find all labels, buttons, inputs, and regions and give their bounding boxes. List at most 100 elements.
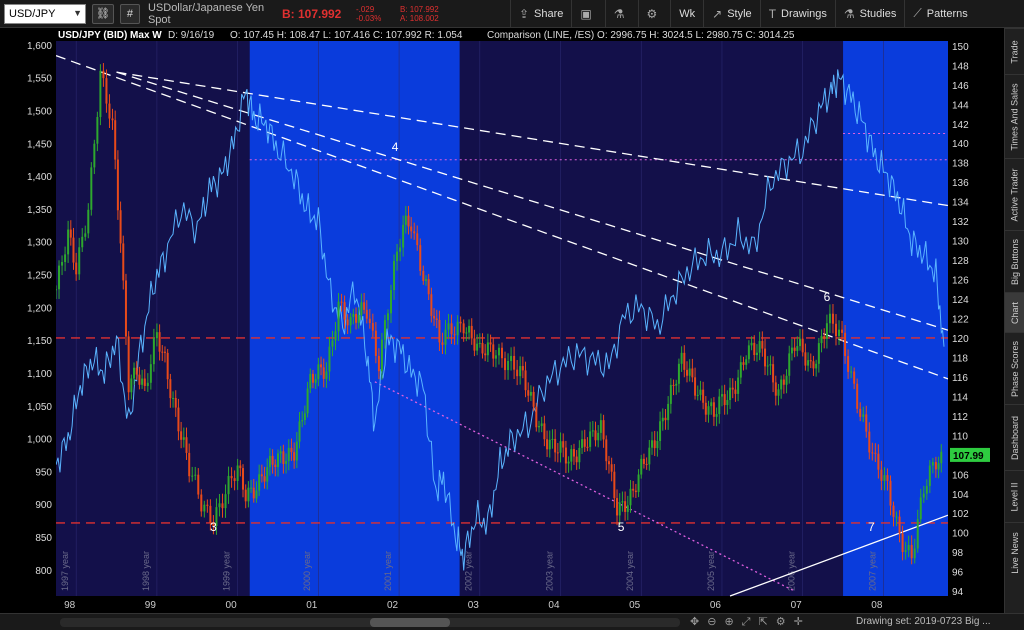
candle-body <box>683 352 686 370</box>
candle-body <box>114 120 117 160</box>
patterns-button[interactable]: ⟋ Patterns <box>904 0 975 28</box>
candle-body <box>224 494 227 509</box>
sidebar-tab-trade[interactable]: Trade <box>1005 28 1024 74</box>
left-tick-label: 950 <box>35 467 52 478</box>
zoom-out-icon[interactable]: ⊖ <box>707 616 725 628</box>
candle-body <box>543 423 546 440</box>
sidebar-tab-dashboard[interactable]: Dashboard <box>1005 404 1024 470</box>
studies-button[interactable]: ⚗ Studies <box>834 0 904 28</box>
candle-body <box>478 342 481 344</box>
candle-body <box>556 452 559 454</box>
style-button[interactable]: ↗ Style <box>703 0 760 28</box>
candle-body <box>386 313 389 321</box>
candle-body <box>755 352 758 356</box>
candle-body <box>340 301 343 303</box>
candle-body <box>111 118 114 121</box>
candle-body <box>750 342 753 346</box>
expand-icon[interactable]: ⇱ <box>758 616 776 628</box>
candle-body <box>188 452 191 477</box>
candle-body <box>122 243 125 281</box>
candle-body <box>886 475 889 481</box>
candle-body <box>907 544 910 551</box>
flask-button[interactable]: ⚗ <box>604 0 638 28</box>
candle-body <box>343 302 346 320</box>
change-block: -.029 -0.03% <box>356 5 400 23</box>
candle-body <box>780 379 783 390</box>
candle-body <box>559 441 562 453</box>
sidebar-tab-times-and-sales[interactable]: Times And Sales <box>1005 74 1024 158</box>
chevron-down-icon[interactable]: ▼ <box>73 7 82 18</box>
candle-body <box>883 475 886 481</box>
candle-body <box>396 251 399 262</box>
candle-body <box>651 440 654 448</box>
candle-body <box>459 321 462 324</box>
annotation-label: 3 <box>210 520 217 534</box>
sidebar-tab-level-ii[interactable]: Level II <box>1005 470 1024 522</box>
candle-body <box>155 332 158 339</box>
drawings-button[interactable]: T Drawings <box>759 0 835 28</box>
sidebar-tab-chart[interactable]: Chart <box>1005 292 1024 332</box>
fit-icon[interactable]: ⤢ <box>741 616 759 628</box>
candle-body <box>589 431 592 447</box>
right-tick-label: 136 <box>952 178 969 189</box>
sidebar-tab-big-buttons[interactable]: Big Buttons <box>1005 230 1024 292</box>
pan-icon[interactable]: ✥ <box>690 616 708 628</box>
axes: 98 99 00 01 02 03 04 05 06 07 08 800 850 900 950 1,000 1… <box>0 41 1004 613</box>
chart-canvas[interactable]: 1997 year 1998 year 1999 year 2000 year 2001… <box>0 28 1004 613</box>
candle-body <box>287 447 290 462</box>
candle-body <box>236 465 239 482</box>
candle-body <box>504 358 507 371</box>
candle-body <box>868 431 871 453</box>
candle-body <box>349 316 352 326</box>
sidebar-tab-active-trader[interactable]: Active Trader <box>1005 158 1024 230</box>
price-chart[interactable]: 1997 year 1998 year 1999 year 2000 year 2001… <box>0 28 1004 613</box>
candle-body <box>934 461 937 470</box>
candle-body <box>507 360 510 371</box>
save-button[interactable]: ▣ <box>571 0 604 28</box>
candle-body <box>790 347 793 354</box>
settings-button[interactable]: ⚙ <box>637 0 671 28</box>
candle-body <box>274 464 277 467</box>
candle-body <box>447 323 450 330</box>
link-icon[interactable]: ⛓ <box>92 3 114 24</box>
right-tick-label: 130 <box>952 237 969 248</box>
sidebar-tab-label: Trade <box>1010 39 1020 64</box>
candle-body <box>218 503 221 508</box>
candle-body <box>640 458 643 475</box>
candle-body <box>610 464 613 472</box>
chart-title: USD/JPY (BID) Max W <box>58 30 162 41</box>
change-percent: -0.03% <box>355 13 382 23</box>
sidebar-tab-phase-scores[interactable]: Phase Scores <box>1005 332 1024 404</box>
candle-body <box>731 387 734 390</box>
drawing-set-label[interactable]: Drawing set: 2019-0723 Big ... <box>856 616 991 627</box>
scroll-thumb[interactable] <box>370 618 450 627</box>
aggregation-button[interactable]: Wk <box>670 0 703 28</box>
zoom-in-icon[interactable]: ⊕ <box>724 616 742 628</box>
sidebar-tab-live-news[interactable]: Live News <box>1005 522 1024 582</box>
crosshair-icon[interactable]: ✛ <box>793 616 811 628</box>
drawings-label: Drawings <box>781 7 827 20</box>
settings-icon[interactable]: ⚙ <box>775 616 794 628</box>
candle-body <box>489 342 492 345</box>
horizontal-scrollbar[interactable] <box>60 618 680 627</box>
chart-date: D: 9/16/19 <box>168 30 215 41</box>
grid-icon[interactable]: # <box>119 3 140 24</box>
candle-body <box>239 465 242 469</box>
candle-body <box>599 420 602 433</box>
candle-body <box>602 420 605 440</box>
candle-body <box>564 447 567 464</box>
left-tick-label: 1,050 <box>27 402 52 413</box>
candle-body <box>365 309 368 319</box>
candle-body <box>575 456 578 463</box>
candle-body <box>913 548 916 559</box>
candle-body <box>374 330 377 356</box>
candle-body <box>279 451 282 454</box>
left-tick-label: 1,500 <box>27 107 52 118</box>
last-price-label: 107.99 <box>953 451 984 462</box>
candle-body <box>510 355 513 361</box>
candle-body <box>637 474 640 493</box>
candle-body <box>212 522 215 526</box>
share-button[interactable]: ⇪ Share <box>509 0 571 28</box>
candle-body <box>626 505 629 512</box>
symbol-input[interactable]: USD/JPY ▼ <box>4 3 86 24</box>
